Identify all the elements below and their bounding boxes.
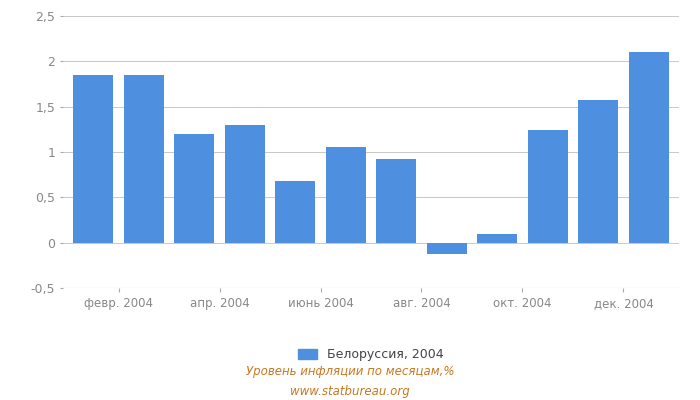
Bar (174, 134, 214, 243)
Bar (578, 100, 618, 243)
Bar (629, 52, 669, 243)
Legend: Белоруссия, 2004: Белоруссия, 2004 (293, 343, 449, 366)
Text: www.statbureau.org: www.statbureau.org (290, 386, 410, 398)
Text: Уровень инфляции по месяцам,%: Уровень инфляции по месяцам,% (246, 366, 454, 378)
Bar (225, 125, 265, 243)
Bar (73, 75, 113, 243)
Bar (326, 148, 366, 243)
Bar (275, 181, 316, 243)
Bar (426, 243, 467, 254)
Bar (376, 159, 416, 243)
Bar (124, 75, 164, 243)
Bar (528, 130, 568, 243)
Bar (477, 234, 517, 243)
